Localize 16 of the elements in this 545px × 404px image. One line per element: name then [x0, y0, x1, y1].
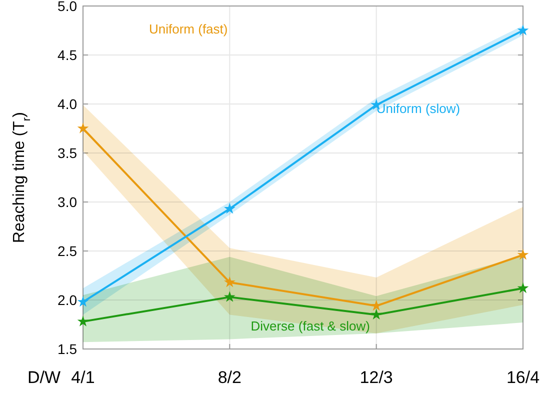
y-tick-label: 2.5 — [58, 242, 78, 259]
x-tick-label: 8/2 — [218, 368, 242, 387]
y-tick-label: 3.0 — [58, 194, 78, 210]
y-tick-label: 4.0 — [58, 96, 78, 112]
x-tick-label: 12/3 — [360, 368, 393, 387]
series-label: Diverse (fast & slow) — [250, 318, 370, 334]
y-tick-label: 2.0 — [58, 292, 78, 308]
text: Uniform (fast) — [149, 22, 228, 36]
y-tick-label: 3.5 — [58, 144, 78, 161]
y-tick-label: 1.5 — [58, 340, 78, 357]
x-tick-label: 16/4 — [506, 368, 540, 387]
x-axis-title: D/W — [27, 368, 61, 387]
y-tick-label: 5.0 — [58, 0, 78, 14]
series-label: Uniform (slow) — [376, 100, 460, 116]
x-tick-label: 4/1 — [71, 368, 95, 387]
y-tick-label: 4.5 — [58, 46, 78, 63]
